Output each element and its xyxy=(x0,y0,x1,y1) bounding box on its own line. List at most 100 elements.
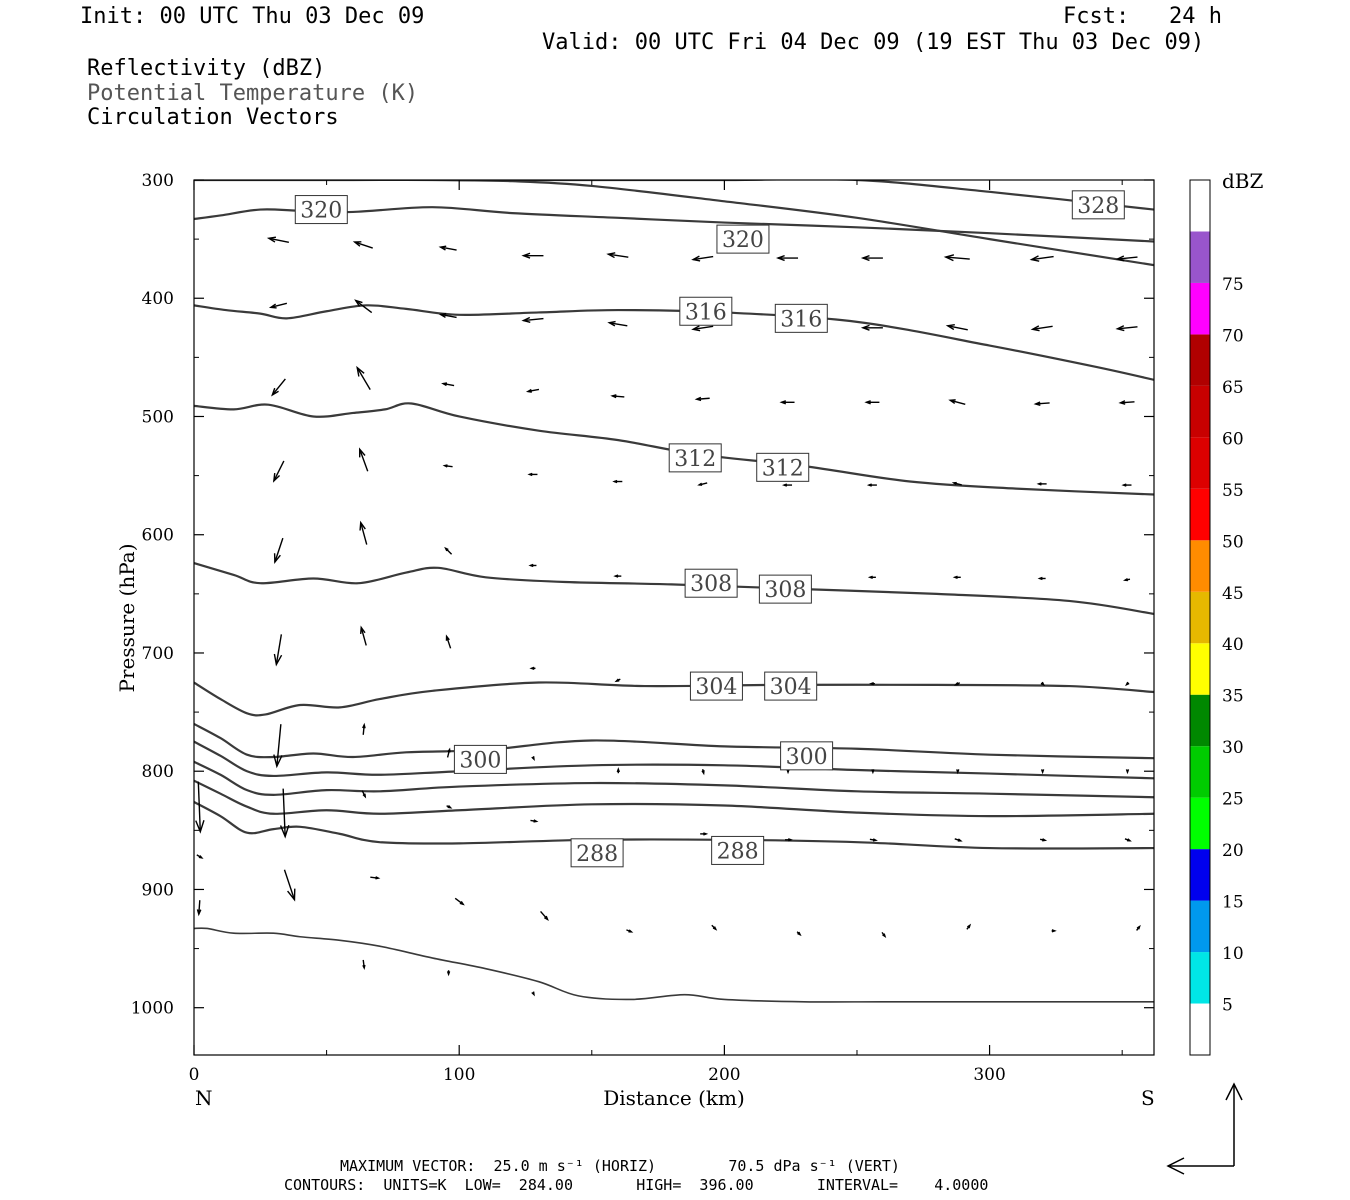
x-tick-label: 200 xyxy=(708,1065,740,1085)
contour-label-box xyxy=(756,452,810,482)
y-tick-label: 800 xyxy=(142,762,174,782)
circulation-vector xyxy=(956,769,960,775)
colorbar-segment xyxy=(1190,282,1210,335)
contour-label-box xyxy=(294,195,348,225)
theta-contour-line xyxy=(194,740,1154,780)
contour-label: 312 xyxy=(762,456,804,481)
circulation-vector xyxy=(952,575,961,579)
colorbar-segment xyxy=(1190,849,1210,901)
y-tick-label: 300 xyxy=(142,171,174,191)
contour-label-box xyxy=(758,574,812,604)
colorbar-tick-label: 15 xyxy=(1222,893,1244,913)
circulation-vector xyxy=(779,400,795,405)
circulation-vector xyxy=(446,805,453,809)
circulation-vector xyxy=(273,724,283,769)
circulation-vector xyxy=(1037,576,1046,581)
reference-vector xyxy=(1166,1082,1243,1175)
contour-label-box xyxy=(774,303,828,333)
circulation-vector xyxy=(454,897,465,906)
colorbar-segment xyxy=(1190,488,1210,541)
circulation-vector xyxy=(785,838,794,842)
colorbar-segment xyxy=(1190,797,1210,850)
contour-label: 316 xyxy=(780,307,822,332)
x-axis-label: Distance (km) xyxy=(603,1086,745,1110)
circulation-vector xyxy=(626,929,634,933)
circulation-vector xyxy=(711,924,718,931)
colorbar-segment xyxy=(1190,1003,1210,1055)
theta-contour-line xyxy=(498,180,1154,211)
colorbar-segment xyxy=(1190,231,1210,283)
circulation-vector xyxy=(521,252,544,259)
contour-label-box xyxy=(780,741,834,771)
circulation-vector xyxy=(948,399,966,405)
circulation-vector xyxy=(607,320,628,327)
colorbar-segment xyxy=(1190,385,1210,438)
colorbar-segment xyxy=(1190,540,1210,592)
contour-label: 288 xyxy=(717,839,759,864)
colorbar-title: dBZ xyxy=(1222,169,1264,193)
contour-label: 300 xyxy=(459,748,501,773)
circulation-vector xyxy=(359,520,368,545)
colorbar: 5 10 15 20 25 30 35 40 45 50 55 60 65 70 75 xyxy=(1189,179,1244,1056)
contour-label: 320 xyxy=(300,199,342,224)
x-tick-label: 100 xyxy=(443,1065,475,1085)
circulation-vector xyxy=(606,252,629,259)
colorbar-segment xyxy=(1190,952,1210,1004)
circulation-vector xyxy=(268,302,288,309)
circulation-vector xyxy=(1121,483,1132,487)
contour-label: 328 xyxy=(1077,194,1119,219)
circulation-vector xyxy=(273,634,283,667)
colorbar-tick-label: 10 xyxy=(1222,944,1244,964)
contour-labels: 320 320 328 316 316 312 312 308 308 304 304 300 300 2… xyxy=(294,190,1125,868)
contour-label: 308 xyxy=(764,578,806,603)
contour-label: 312 xyxy=(674,447,716,472)
circulation-vector xyxy=(1136,924,1141,931)
circulation-vector xyxy=(354,299,373,314)
south-end-label: S xyxy=(1141,1086,1155,1110)
colorbar-tick-label: 20 xyxy=(1222,841,1244,861)
circulation-vector xyxy=(195,781,205,834)
colorbar-segment xyxy=(1190,334,1210,386)
circulation-vector xyxy=(266,236,289,243)
circulation-vector xyxy=(860,254,883,262)
colorbar-segment xyxy=(1190,643,1210,695)
circulation-vector xyxy=(1125,769,1130,775)
north-end-label: N xyxy=(195,1086,213,1110)
plot-frame xyxy=(193,179,1155,1056)
theta-contour-line xyxy=(194,402,1154,496)
circulation-vector xyxy=(796,931,802,937)
circulation-vector xyxy=(1040,769,1045,775)
theta-contour-line xyxy=(194,206,1154,243)
circulation-vector xyxy=(196,854,204,859)
circulation-vector xyxy=(1125,681,1130,687)
y-tick-label: 400 xyxy=(142,289,174,309)
circulation-vector xyxy=(529,666,536,671)
circulation-vector xyxy=(1051,929,1057,933)
colorbar-tick-label: 70 xyxy=(1222,326,1244,346)
contour-label: 304 xyxy=(695,675,737,700)
circulation-vector xyxy=(612,479,623,484)
contour-label-box xyxy=(764,671,818,701)
colorbar-segment xyxy=(1190,900,1210,953)
contour-label: 288 xyxy=(576,842,618,867)
circulation-vector xyxy=(866,483,877,487)
circulation-vector xyxy=(1036,482,1047,486)
circulation-vector xyxy=(352,241,373,249)
theta-contour-line xyxy=(194,800,1154,850)
circulation-vector xyxy=(1124,838,1132,842)
theta-contour-line xyxy=(194,779,1154,818)
circulation-vector xyxy=(697,482,708,486)
circulation-vector xyxy=(272,460,285,483)
theta-contour-line xyxy=(194,927,1154,1003)
contour-label-box xyxy=(711,835,765,865)
y-tick-label: 1000 xyxy=(131,999,174,1019)
contour-label-box xyxy=(570,838,624,868)
circulation-vector xyxy=(445,634,452,649)
colorbar-segment xyxy=(1190,437,1210,489)
circulation-vector xyxy=(370,876,381,880)
circulation-vector xyxy=(273,537,284,565)
contour-label-box xyxy=(716,224,770,254)
y-axis-label: Pressure (hPa) xyxy=(115,544,139,693)
circulation-vector xyxy=(1030,325,1053,332)
circulation-vector xyxy=(196,900,202,917)
